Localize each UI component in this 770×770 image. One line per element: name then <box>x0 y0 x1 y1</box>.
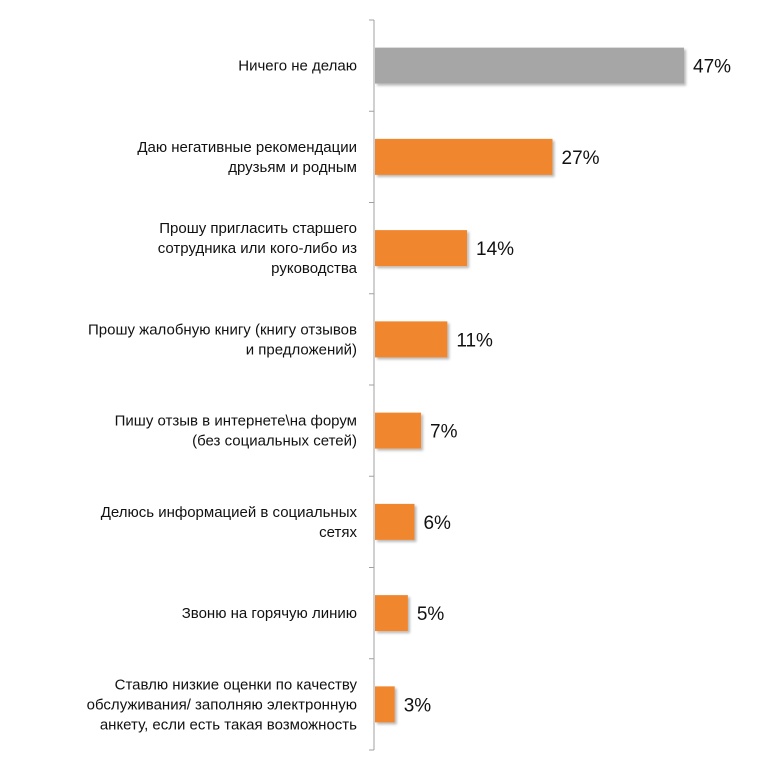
category-label-line: и предложений) <box>246 341 357 358</box>
category-label-line: обслуживания/ заполняю электронную <box>87 696 357 713</box>
category-label: Даю негативные рекомендации друзьям и род… <box>137 139 357 176</box>
bar <box>375 230 468 267</box>
category-label-line: руководства <box>271 260 357 277</box>
bar <box>375 503 415 540</box>
bar <box>375 321 448 358</box>
category-label-line: Пишу отзыв в интернете\на форум <box>115 413 357 430</box>
category-label: Звоню на горячую линию <box>182 605 357 622</box>
category-label-line: Прошу жалобную книгу (книгу отзывов <box>88 321 357 338</box>
category-label-line: друзьям и родным <box>228 159 357 176</box>
category-label: Ставлю низкие оценки по качеству обслужив… <box>87 676 358 733</box>
category-label: Прошу пригласить старшего сотрудника или … <box>158 220 358 277</box>
category-label: Делюсь информацией в социальных сетях <box>101 504 358 541</box>
category-label-line: Звоню на горячую линию <box>182 605 357 622</box>
data-label: 47% <box>693 57 731 78</box>
category-label-line: Ставлю низкие оценки по качеству <box>115 676 358 693</box>
data-label: 14% <box>476 239 514 260</box>
category-label-line: Ничего не делаю <box>238 58 357 75</box>
data-label: 27% <box>562 148 600 169</box>
category-label-line: анкету, если есть такая возможность <box>100 716 357 733</box>
category-label: Пишу отзыв в интернете\на форум (без соци… <box>115 413 357 450</box>
bar <box>375 412 422 449</box>
data-label: 6% <box>423 513 451 534</box>
category-label: Ничего не делаю <box>238 58 357 75</box>
category-label-line: сетях <box>319 524 357 541</box>
data-label: 7% <box>430 422 458 443</box>
bar <box>375 138 553 175</box>
data-label: 3% <box>404 695 432 716</box>
category-label-line: Прошу пригласить старшего <box>159 220 357 237</box>
data-label: 5% <box>417 604 445 625</box>
category-label-line: Даю негативные рекомендации <box>137 139 357 156</box>
category-label-line: (без социальных сетей) <box>192 433 357 450</box>
bar <box>375 595 408 632</box>
category-label: Прошу жалобную книгу (книгу отзывов и пре… <box>88 321 357 358</box>
bar <box>375 686 395 723</box>
bar <box>375 47 684 84</box>
category-label-line: сотрудника или кого-либо из <box>158 240 357 257</box>
category-label-line: Делюсь информацией в социальных <box>101 504 358 521</box>
data-label: 11% <box>456 330 493 351</box>
